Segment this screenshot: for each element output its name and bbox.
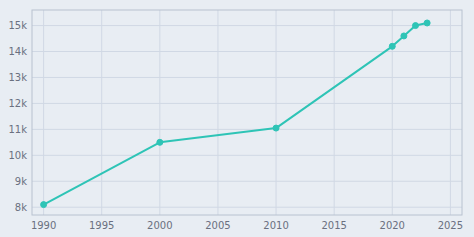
y-tick-label: 10k	[8, 150, 27, 161]
grid-line-x	[159, 10, 160, 215]
axes: 1990 1995 2000 2005 2010 2015 2020 2025 8k 9k 10k 1…	[8, 10, 463, 231]
point	[389, 43, 395, 49]
line	[44, 23, 428, 205]
grid-line-y	[32, 155, 462, 156]
grid-line-x	[217, 10, 218, 215]
chart: 1990 1995 2000 2005 2010 2015 2020 2025 8k 9k 10k 1…	[0, 0, 474, 237]
point	[41, 202, 47, 208]
plot-frame	[32, 10, 462, 215]
x-tick-label: 2000	[147, 220, 172, 231]
y-tick-label: 8k	[15, 202, 27, 213]
background	[0, 0, 474, 237]
x-tick-label: 1990	[31, 220, 56, 231]
grid-line-y	[32, 51, 462, 52]
y-tick-label: 15k	[8, 20, 27, 31]
point	[424, 20, 430, 26]
grid	[32, 10, 462, 215]
grid-line-y	[32, 103, 462, 104]
series	[41, 20, 431, 208]
x-tick-label: 1995	[89, 220, 114, 231]
grid-line-x	[43, 10, 44, 215]
grid-line-x	[450, 10, 451, 215]
y-tick-label: 14k	[8, 46, 27, 57]
x-tick-label: 2025	[438, 220, 463, 231]
grid-line-y	[32, 129, 462, 130]
x-tick-label: 2020	[380, 220, 405, 231]
grid-line-y	[32, 77, 462, 78]
grid-line-x	[334, 10, 335, 215]
x-tick-label: 2005	[205, 220, 230, 231]
x-tick-label: 2015	[321, 220, 346, 231]
y-tick-label: 11k	[8, 124, 27, 135]
x-tick-label: 2010	[263, 220, 288, 231]
grid-line-x	[101, 10, 102, 215]
y-tick-label: 12k	[8, 98, 27, 109]
grid-line-x	[392, 10, 393, 215]
point	[273, 125, 279, 131]
grid-line-y	[32, 181, 462, 182]
grid-line-y	[32, 25, 462, 26]
point	[401, 33, 407, 39]
grid-line-y	[32, 207, 462, 208]
y-tick-label: 9k	[15, 176, 27, 187]
y-tick-label: 13k	[8, 72, 27, 83]
point	[157, 139, 163, 145]
grid-line-x	[276, 10, 277, 215]
point	[413, 23, 419, 29]
